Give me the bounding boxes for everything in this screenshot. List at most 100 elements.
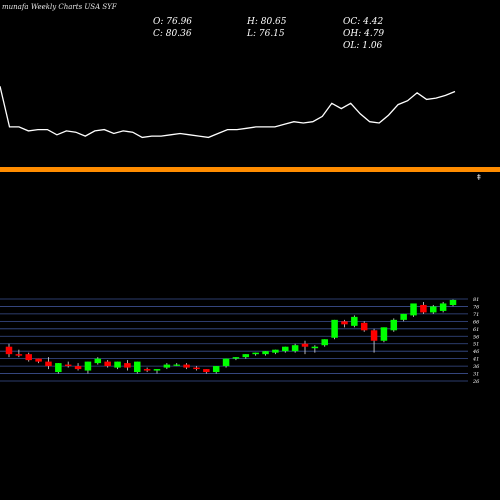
candle: [74, 363, 82, 371]
y-tick-label: 36: [473, 364, 480, 370]
candle-body: [272, 349, 279, 353]
candle: [390, 318, 398, 332]
candle-body: [351, 316, 358, 326]
candle-body: [74, 366, 82, 370]
candle: [291, 343, 299, 353]
candle: [64, 361, 72, 368]
candle-body: [183, 364, 190, 368]
candle: [242, 354, 250, 359]
candle-body: [331, 319, 338, 338]
y-tick-label: 26: [472, 379, 480, 385]
candle: [143, 367, 151, 373]
candle-body: [15, 354, 23, 356]
high-value: H: 80.65: [247, 17, 287, 27]
candle: [212, 366, 220, 374]
candle-body: [282, 346, 289, 352]
candle-body: [439, 303, 447, 311]
candle-body: [143, 369, 151, 371]
candle-body: [163, 364, 171, 368]
oc-value: OC: 4.42: [343, 17, 384, 27]
candle: [114, 361, 121, 370]
candle: [370, 328, 378, 353]
candle-body: [193, 367, 200, 370]
candle: [420, 301, 427, 314]
candle: [341, 319, 348, 328]
candle: [380, 327, 388, 343]
candle: [439, 301, 447, 313]
candle: [410, 303, 417, 317]
y-tick-label: 41: [472, 357, 479, 363]
candle: [94, 357, 102, 365]
candle-body: [410, 303, 417, 316]
candle-body: [104, 361, 111, 367]
y-tick-label: 71: [473, 312, 479, 318]
candle: [104, 360, 111, 368]
candle-body: [64, 364, 72, 367]
candle: [331, 319, 338, 340]
candle: [262, 351, 269, 356]
y-tick-label: 66: [473, 319, 480, 325]
candle: [25, 352, 32, 362]
candle: [351, 315, 358, 328]
candle: [193, 366, 200, 371]
candle: [282, 346, 289, 353]
candle-body: [321, 339, 328, 346]
candle-body: [370, 330, 378, 341]
candle: [311, 345, 319, 353]
candle: [153, 369, 161, 374]
candle: [272, 349, 279, 355]
candle-body: [94, 358, 102, 364]
candle: [430, 304, 437, 314]
price-line-panel: [0, 86, 456, 139]
candle-body: [5, 346, 13, 355]
candle: [449, 299, 457, 307]
candle-body: [390, 319, 398, 331]
candle: [55, 363, 62, 374]
candle-body: [84, 361, 92, 371]
candle-body: [114, 361, 121, 368]
y-tick-label: 56: [473, 334, 480, 340]
candle: [173, 363, 180, 367]
candle: [134, 361, 141, 374]
candle: [222, 358, 230, 368]
candle-body: [222, 358, 230, 367]
candle: [400, 313, 407, 322]
candle: [203, 369, 210, 374]
candle-body: [262, 351, 269, 355]
price-line: [0, 86, 456, 139]
candle-body: [124, 363, 131, 368]
candle-body: [55, 363, 62, 373]
candle-body: [360, 322, 368, 331]
candle-body: [430, 306, 437, 313]
y-tick-label: 46: [472, 349, 480, 355]
panel-marker: ǂ: [477, 173, 481, 182]
candle-body: [242, 354, 250, 358]
candle: [232, 357, 240, 361]
candle-body: [153, 369, 161, 371]
candle-body: [45, 361, 52, 367]
y-tick-label: 51: [473, 342, 479, 348]
close-value: C: 80.36: [153, 29, 192, 39]
candle-body: [203, 369, 210, 373]
ol-value: OL: 1.06: [343, 41, 383, 51]
y-tick-label: 61: [473, 327, 479, 333]
chart-title: munafa Weekly Charts USA SYF: [2, 3, 117, 11]
candle-body: [212, 366, 220, 373]
candle-body: [25, 354, 32, 361]
y-tick-label: 76: [473, 304, 480, 310]
candle: [84, 361, 92, 374]
candle: [124, 360, 131, 371]
candle-body: [400, 313, 407, 320]
candle-body: [291, 345, 299, 352]
candle-body: [252, 352, 259, 355]
candlestick-panel: [5, 299, 457, 374]
oh-value: OH: 4.79: [343, 29, 385, 39]
candle-body: [232, 357, 240, 359]
low-value: L: 76.15: [247, 29, 285, 39]
candle-body: [449, 299, 457, 306]
candle: [183, 363, 190, 370]
price-gridlines: [0, 298, 468, 382]
candle-body: [134, 361, 141, 373]
candle: [35, 358, 42, 364]
